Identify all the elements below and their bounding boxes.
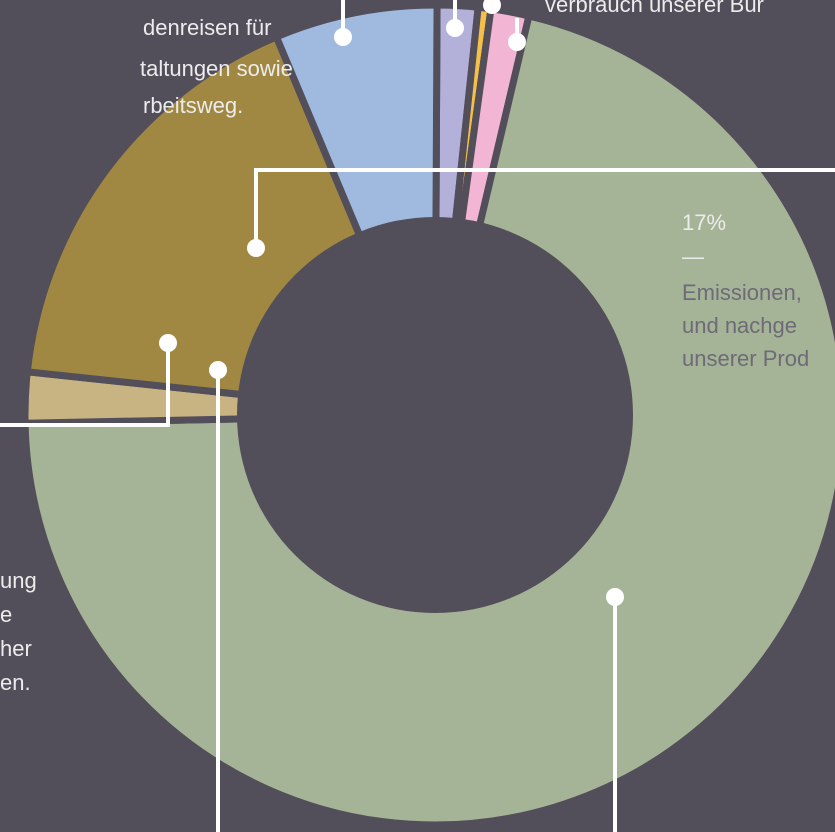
dot	[446, 19, 464, 37]
annotation: Emissionen,	[682, 280, 802, 305]
dot	[483, 0, 501, 14]
annotation: her	[0, 636, 32, 661]
annotation: en.	[0, 670, 31, 695]
annotation: unserer Prod	[682, 346, 809, 371]
dot	[247, 239, 265, 257]
annotation: denreisen für	[143, 15, 271, 40]
leader-line	[0, 343, 170, 427]
annotation: ung	[0, 568, 37, 593]
dot	[159, 334, 177, 352]
annotation: verbrauch unserer Bür	[545, 0, 764, 17]
annotation: e	[0, 602, 12, 627]
dot	[334, 28, 352, 46]
value-label: 17%	[682, 210, 726, 235]
dot	[606, 588, 624, 606]
annotation: taltungen sowie	[140, 56, 293, 81]
annotation: rbeitsweg.	[143, 93, 243, 118]
separator: —	[682, 244, 704, 269]
annotation: und nachge	[682, 313, 797, 338]
leader-line	[254, 168, 835, 248]
donut-hole	[237, 217, 633, 613]
dot	[209, 361, 227, 379]
dot	[508, 33, 526, 51]
